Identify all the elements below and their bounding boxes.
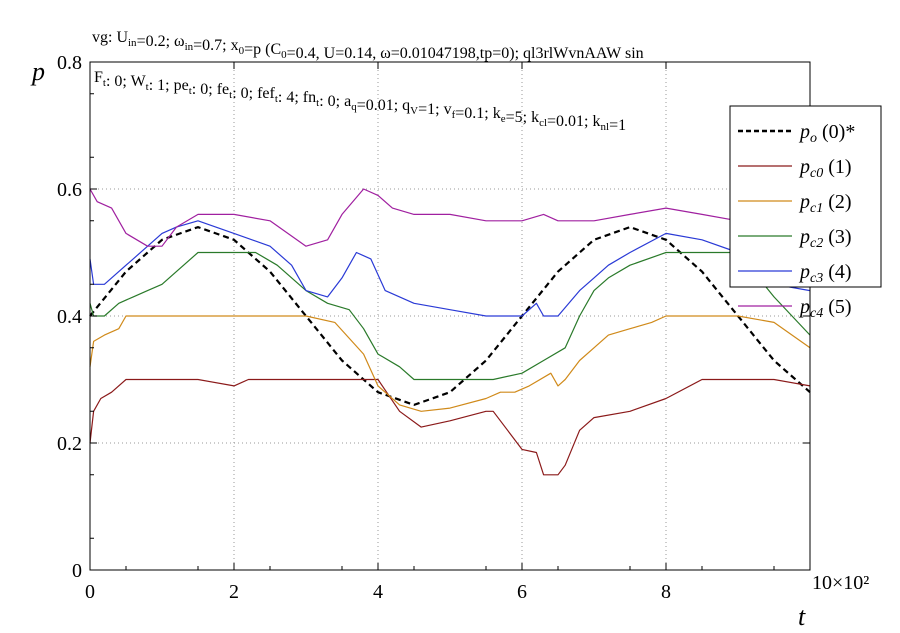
legend-entry: pc4 (5) bbox=[798, 296, 852, 321]
y-tick-label: 0 bbox=[72, 560, 82, 582]
chart-header-line-1: vg: Uin=0.2; ωin=0.7; x0=p (C0=0.4, U=0.… bbox=[92, 29, 644, 62]
y-tick-label: 0.8 bbox=[57, 52, 82, 74]
series-line-1 bbox=[89, 378, 811, 476]
series-line-2 bbox=[89, 315, 811, 412]
x-tick-label: 0 bbox=[85, 581, 95, 603]
legend-entry: pc1 (2) bbox=[798, 191, 852, 216]
x-tick-label: 2 bbox=[229, 581, 239, 603]
series-lines bbox=[89, 188, 811, 476]
y-tick-label: 0.2 bbox=[57, 433, 82, 455]
y-tick-label: 0.6 bbox=[57, 179, 82, 201]
legend-entry: pc3 (4) bbox=[798, 261, 852, 286]
legend-box bbox=[729, 105, 882, 288]
series-line-3 bbox=[89, 251, 811, 381]
legend-entry: pc0 (1) bbox=[798, 156, 852, 181]
x-tick-label: 4 bbox=[373, 581, 383, 603]
y-axis-label: p bbox=[30, 57, 45, 86]
chart-header-line-2: Ft: 0; Wt: 1; pet: 0; fet: 0; feft: 4; f… bbox=[94, 69, 626, 134]
legend-entry: po (0)* bbox=[798, 121, 855, 146]
series-line-5 bbox=[89, 188, 811, 247]
x-axis-multiplier: 10×10² bbox=[812, 572, 869, 594]
x-tick-label: 8 bbox=[661, 581, 671, 603]
series-line-4 bbox=[89, 220, 811, 317]
axis-ticks: 0 2 4 6 8 0 0.2 0.4 0.6 0.8 bbox=[57, 52, 810, 603]
x-tick-label: 6 bbox=[517, 581, 527, 603]
legend: po (0)* pc0 (1) pc1 (2) pc2 (3) pc3 (4) pc4 (… bbox=[729, 105, 882, 321]
x-axis-label: t bbox=[798, 602, 806, 631]
legend-entry: pc2 (3) bbox=[798, 226, 852, 251]
y-tick-label: 0.4 bbox=[57, 306, 82, 328]
